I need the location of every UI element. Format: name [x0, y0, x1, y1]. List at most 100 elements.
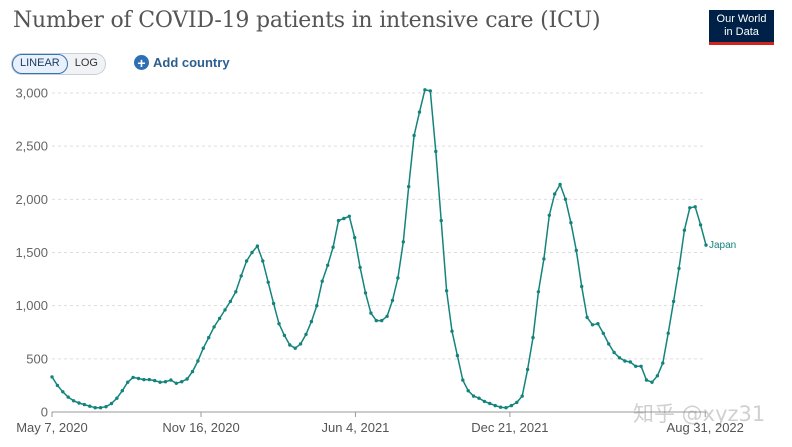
data-point	[466, 389, 470, 393]
data-point	[288, 343, 292, 347]
data-point	[704, 243, 708, 247]
x-axis: May 7, 2020 Nov 16, 2020 Jun 4, 2021 Dec 21…	[16, 411, 744, 435]
data-point	[520, 394, 524, 398]
data-point	[412, 133, 416, 138]
data-point	[169, 378, 173, 382]
data-point	[196, 359, 200, 363]
data-point	[423, 88, 427, 92]
data-point	[261, 259, 265, 263]
data-point	[693, 205, 697, 209]
data-point	[131, 375, 135, 380]
data-point	[320, 279, 324, 283]
data-point	[363, 291, 368, 295]
data-point	[498, 405, 503, 409]
plus-icon: +	[134, 55, 149, 70]
data-point	[66, 395, 70, 399]
series-label-japan: Japan	[709, 240, 736, 251]
data-point	[650, 380, 654, 384]
data-point	[353, 235, 357, 240]
data-point	[515, 400, 519, 405]
data-point	[142, 377, 146, 382]
data-point	[417, 110, 422, 114]
logo-line-1: Our World	[716, 13, 767, 25]
data-point	[461, 378, 465, 382]
data-point	[547, 213, 551, 217]
y-tick-label: 1,000	[15, 298, 48, 313]
data-point	[569, 221, 573, 225]
data-point	[628, 360, 632, 364]
data-point	[407, 184, 411, 189]
data-point	[347, 214, 351, 218]
add-country-label: Add country	[153, 55, 230, 70]
data-point	[50, 375, 54, 379]
data-point	[212, 325, 216, 329]
scale-toggle: LINEAR LOG	[11, 53, 106, 75]
data-point	[607, 342, 611, 346]
data-point	[158, 380, 162, 384]
data-point	[174, 381, 178, 385]
y-tick-label: 2,500	[15, 139, 48, 154]
data-point	[223, 308, 227, 312]
y-tick-label: 3,000	[15, 86, 48, 101]
data-point	[639, 364, 643, 368]
data-point	[601, 331, 605, 335]
y-tick-label: 2,000	[15, 192, 48, 207]
data-point	[644, 378, 649, 382]
data-point	[61, 390, 65, 394]
data-point	[109, 401, 114, 406]
series-group: Japan	[50, 88, 736, 410]
logo-line-2: in Data	[724, 26, 759, 38]
linear-scale-button[interactable]: LINEAR	[12, 54, 68, 74]
data-point	[612, 350, 616, 355]
x-tick-label: Jun 4, 2021	[321, 420, 389, 435]
data-point	[104, 405, 108, 409]
data-point	[358, 265, 362, 270]
data-point	[271, 301, 276, 306]
data-point	[336, 218, 341, 223]
x-tick-label: May 7, 2020	[16, 420, 88, 435]
data-point	[228, 299, 233, 304]
data-point	[163, 380, 168, 384]
y-tick-label: 1,500	[15, 245, 48, 260]
data-point	[671, 299, 676, 304]
data-point	[82, 402, 87, 407]
y-axis-ticks: 0 500 1,000 1,500 2,000 2,500 3,000	[15, 86, 48, 420]
data-point	[255, 244, 260, 248]
data-point	[471, 394, 476, 398]
data-point	[677, 266, 681, 271]
data-point	[293, 346, 297, 350]
data-point	[277, 322, 281, 326]
data-point	[266, 280, 270, 284]
data-point	[444, 289, 449, 293]
data-point	[180, 380, 184, 384]
data-point	[380, 318, 384, 323]
watermark-text: 知乎 @xyz31	[633, 402, 766, 426]
data-point	[342, 216, 346, 221]
owid-logo[interactable]: Our World in Data	[709, 10, 774, 45]
data-point	[509, 403, 514, 408]
data-point	[185, 377, 189, 381]
data-point	[298, 342, 303, 346]
data-point	[493, 403, 497, 408]
data-point	[434, 149, 438, 154]
data-point	[504, 406, 508, 410]
data-point	[590, 323, 595, 327]
x-tick-label: Dec 21, 2021	[471, 420, 548, 435]
data-point	[282, 333, 287, 338]
y-tick-label: 0	[41, 405, 48, 420]
data-point	[98, 406, 103, 410]
series-line	[51, 89, 707, 409]
data-point	[455, 353, 460, 358]
data-point	[488, 401, 492, 406]
data-point	[688, 206, 692, 210]
data-point	[698, 223, 703, 227]
data-point	[450, 329, 454, 333]
data-point	[331, 245, 335, 249]
data-point	[115, 396, 119, 400]
add-country-button[interactable]: + Add country	[134, 55, 230, 70]
x-tick-label: Nov 16, 2020	[162, 420, 239, 435]
data-point	[661, 361, 665, 365]
log-scale-button[interactable]: LOG	[74, 57, 98, 69]
data-point	[304, 332, 308, 337]
data-point	[477, 396, 481, 400]
